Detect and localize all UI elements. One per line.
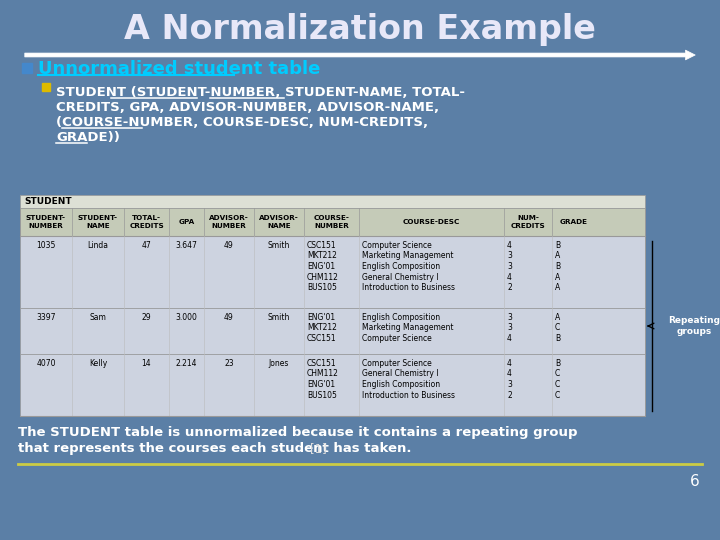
Text: English Composition: English Composition — [362, 262, 440, 271]
Text: ADVISOR-
NUMBER: ADVISOR- NUMBER — [209, 215, 249, 228]
Text: 3.647: 3.647 — [176, 241, 197, 250]
Text: COURSE-
NUMBER: COURSE- NUMBER — [314, 215, 349, 228]
Text: 2: 2 — [507, 283, 512, 292]
Bar — [20, 236, 645, 308]
Text: STUDENT-
NAME: STUDENT- NAME — [78, 215, 118, 228]
Text: 49: 49 — [224, 313, 234, 322]
Text: Unnormalized student table: Unnormalized student table — [38, 60, 320, 78]
Text: GRADE: GRADE — [559, 219, 588, 225]
Text: 3: 3 — [507, 313, 512, 322]
Text: B: B — [555, 241, 560, 250]
Text: B: B — [555, 334, 560, 343]
Text: C: C — [555, 369, 560, 379]
Text: 3: 3 — [507, 380, 512, 389]
Text: 4: 4 — [507, 369, 512, 379]
Text: 4: 4 — [507, 334, 512, 343]
Text: B: B — [555, 359, 560, 368]
Text: ENG'01: ENG'01 — [307, 262, 335, 271]
Bar — [20, 354, 645, 416]
Text: 23: 23 — [224, 359, 234, 368]
Text: Computer Science: Computer Science — [362, 359, 432, 368]
Text: CREDITS, GPA, ADVISOR-NUMBER, ADVISOR-NAME,: CREDITS, GPA, ADVISOR-NUMBER, ADVISOR-NA… — [56, 101, 439, 114]
Text: NUM-
CREDITS: NUM- CREDITS — [510, 215, 545, 228]
Text: COURSE-DESC: COURSE-DESC — [402, 219, 460, 225]
Text: MKT212: MKT212 — [307, 252, 337, 260]
Text: CHM112: CHM112 — [307, 369, 339, 379]
Text: (COURSE-NUMBER, COURSE-DESC, NUM-CREDITS,: (COURSE-NUMBER, COURSE-DESC, NUM-CREDITS… — [56, 116, 428, 129]
Text: A: A — [555, 313, 560, 322]
Text: 47: 47 — [142, 241, 151, 250]
Text: CSC151: CSC151 — [307, 359, 337, 368]
Text: English Composition: English Composition — [362, 313, 440, 322]
Text: B: B — [555, 262, 560, 271]
Text: C: C — [555, 390, 560, 400]
Text: 14: 14 — [142, 359, 151, 368]
Text: that represents the courses each student has taken.: that represents the courses each student… — [18, 442, 412, 455]
Text: ADVISOR-
NAME: ADVISOR- NAME — [259, 215, 299, 228]
Text: Marketing Management: Marketing Management — [362, 323, 454, 333]
Text: Kelly: Kelly — [89, 359, 107, 368]
Text: Linda: Linda — [88, 241, 109, 250]
Text: A: A — [555, 252, 560, 260]
Text: Introduction to Business: Introduction to Business — [362, 390, 455, 400]
Bar — [20, 195, 645, 208]
Text: 4: 4 — [507, 273, 512, 281]
Text: CHM112: CHM112 — [307, 273, 339, 281]
Text: GPA: GPA — [179, 219, 194, 225]
Text: 3.000: 3.000 — [176, 313, 197, 322]
Text: STUDENT: STUDENT — [24, 197, 71, 206]
Text: Smith: Smith — [268, 241, 290, 250]
Bar — [20, 208, 645, 236]
Text: 49: 49 — [224, 241, 234, 250]
Text: STUDENT (STUDENT-NUMBER, STUDENT-NAME, TOTAL-: STUDENT (STUDENT-NUMBER, STUDENT-NAME, T… — [56, 86, 465, 99]
Text: C: C — [555, 323, 560, 333]
Bar — [22, 63, 32, 73]
Text: Computer Science: Computer Science — [362, 241, 432, 250]
Text: 3397: 3397 — [36, 313, 55, 322]
Text: A: A — [555, 283, 560, 292]
Bar — [20, 308, 645, 354]
Text: BUS105: BUS105 — [307, 390, 337, 400]
Bar — [42, 83, 50, 91]
Text: 1035: 1035 — [36, 241, 55, 250]
Text: 2: 2 — [507, 390, 512, 400]
Text: 4: 4 — [507, 241, 512, 250]
Text: A: A — [555, 273, 560, 281]
Text: TOTAL-
CREDITS: TOTAL- CREDITS — [129, 215, 164, 228]
Text: 3: 3 — [507, 252, 512, 260]
Text: [1]: [1] — [310, 442, 326, 455]
Text: 3: 3 — [507, 323, 512, 333]
Text: The STUDENT table is unnormalized because it contains a repeating group: The STUDENT table is unnormalized becaus… — [18, 426, 577, 439]
Text: 3: 3 — [507, 262, 512, 271]
Text: 29: 29 — [142, 313, 151, 322]
Text: 2.214: 2.214 — [176, 359, 197, 368]
Text: Repeating
groups: Repeating groups — [668, 316, 720, 336]
Text: 4: 4 — [507, 359, 512, 368]
Text: MKT212: MKT212 — [307, 323, 337, 333]
Text: General Chemistry I: General Chemistry I — [362, 273, 438, 281]
Text: Jones: Jones — [269, 359, 289, 368]
Text: CSC151: CSC151 — [307, 334, 337, 343]
Text: 6: 6 — [690, 475, 700, 489]
Text: Introduction to Business: Introduction to Business — [362, 283, 455, 292]
Text: GRADE)): GRADE)) — [56, 131, 120, 144]
Text: General Chemistry I: General Chemistry I — [362, 369, 438, 379]
Text: Sam: Sam — [89, 313, 107, 322]
Text: ENG'01: ENG'01 — [307, 380, 335, 389]
Text: CSC151: CSC151 — [307, 241, 337, 250]
Text: English Composition: English Composition — [362, 380, 440, 389]
Text: Marketing Management: Marketing Management — [362, 252, 454, 260]
Text: A Normalization Example: A Normalization Example — [124, 14, 596, 46]
Text: STUDENT-
NUMBER: STUDENT- NUMBER — [26, 215, 66, 228]
Text: Computer Science: Computer Science — [362, 334, 432, 343]
Text: 4070: 4070 — [36, 359, 55, 368]
Text: Smith: Smith — [268, 313, 290, 322]
Text: ENG'01: ENG'01 — [307, 313, 335, 322]
Text: C: C — [555, 380, 560, 389]
Text: BUS105: BUS105 — [307, 283, 337, 292]
